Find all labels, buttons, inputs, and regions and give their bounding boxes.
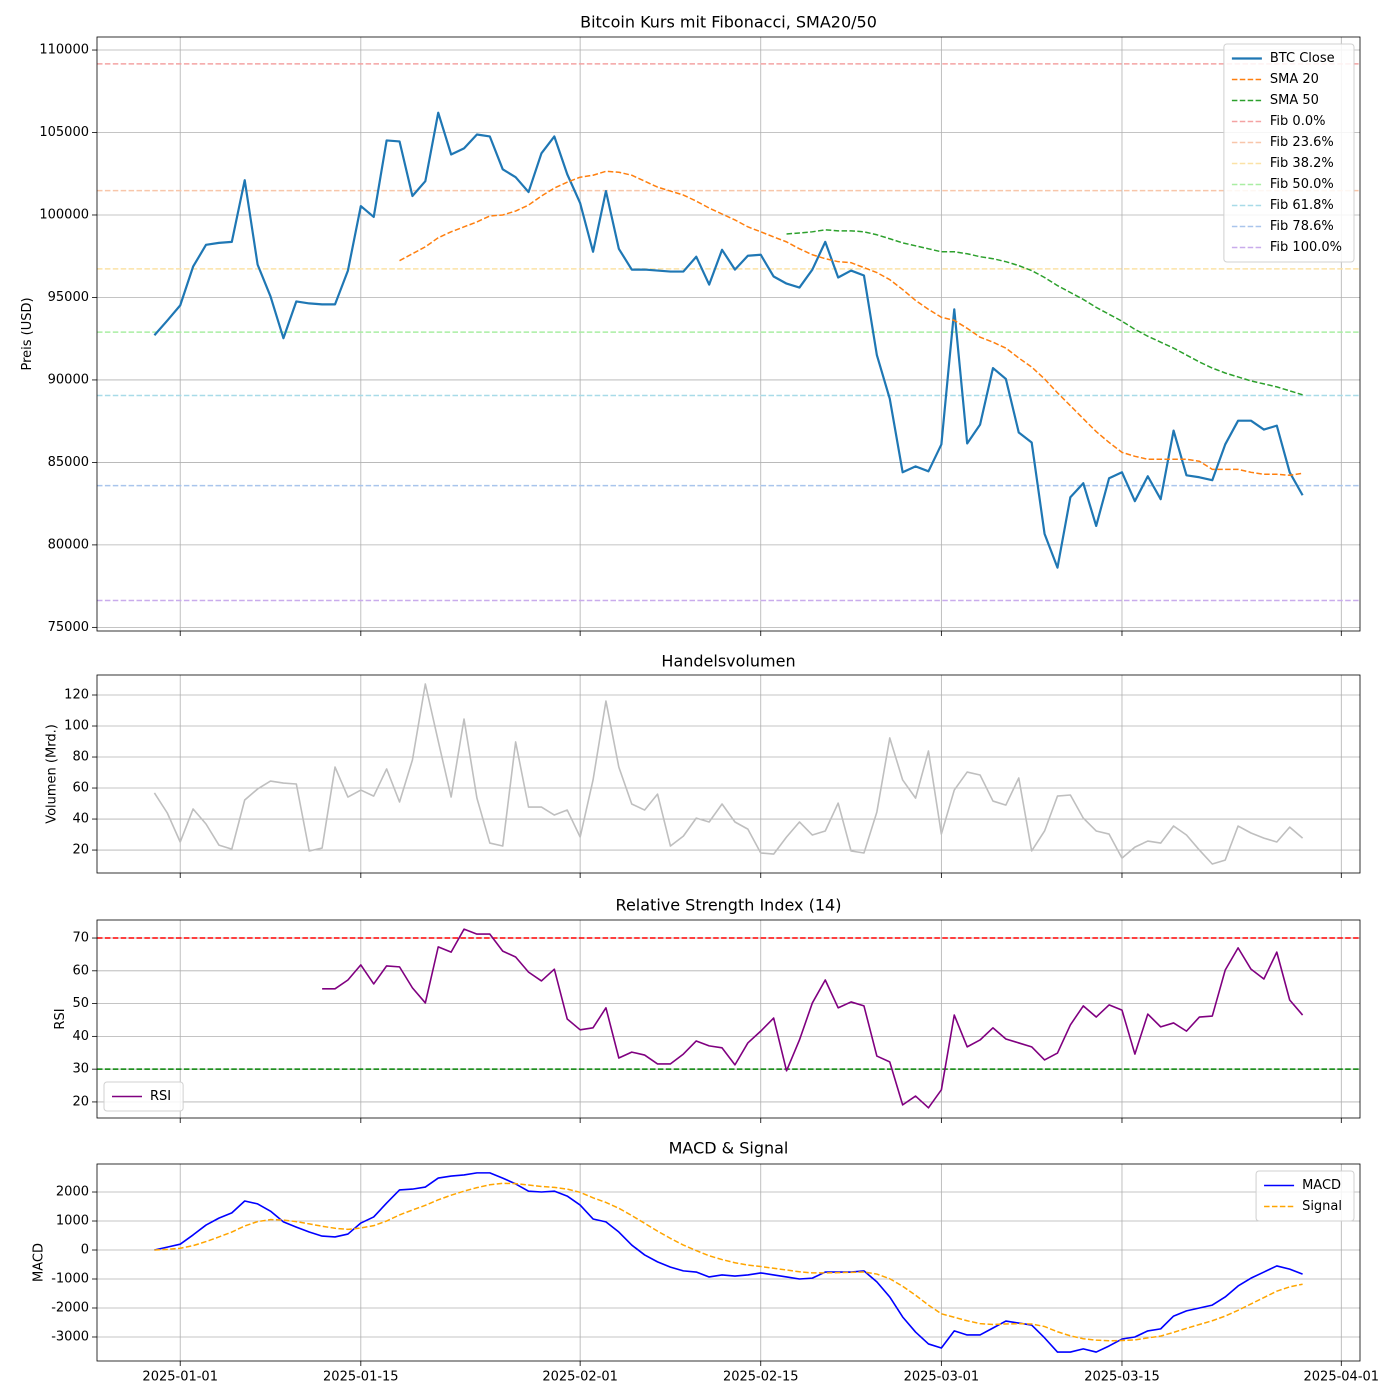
y-tick-label: 1000 (56, 1214, 89, 1229)
plot-frame (96, 674, 1361, 874)
x-tick-label: 2025-01-01 (142, 1370, 218, 1385)
legend-box (1255, 1170, 1355, 1222)
series-line (153, 111, 1304, 569)
y-tick-label: 50 (72, 996, 89, 1011)
y-tick-label: 95000 (48, 290, 89, 305)
plot-area (97, 37, 1360, 631)
legend-label: SMA 20 (1270, 72, 1319, 87)
y-tick-label: 110000 (39, 43, 89, 58)
plot-area (97, 1164, 1360, 1361)
y-axis-label: Preis (USD) (20, 297, 35, 370)
y-tick-label: 85000 (48, 455, 89, 470)
y-axis-label: Volumen (Mrd.) (45, 724, 60, 824)
y-tick-label: 0 (81, 1243, 89, 1258)
y-tick-label: 20 (72, 1094, 89, 1109)
y-tick-label: 75000 (48, 620, 89, 635)
series-line (399, 170, 1303, 477)
legend-label: Fib 38.2% (1270, 156, 1334, 171)
x-tick-label: 2025-03-15 (1084, 1370, 1160, 1385)
legend-label: MACD (1302, 1178, 1341, 1193)
legend-label: Fib 100.0% (1270, 240, 1342, 255)
x-tick-label: 2025-01-15 (323, 1370, 399, 1385)
series-line (154, 1182, 1303, 1342)
legend-box (103, 1081, 184, 1112)
legend-label: Fib 50.0% (1270, 177, 1334, 192)
chart-title: Relative Strength Index (14) (616, 896, 842, 915)
y-tick-label: 100 (64, 719, 89, 734)
y-tick-label: 90000 (48, 372, 89, 387)
chart-title: Handelsvolumen (661, 652, 795, 671)
legend-label: Fib 61.8% (1270, 198, 1334, 213)
legend-label: SMA 50 (1270, 93, 1319, 108)
plot-frame (96, 1163, 1361, 1362)
y-tick-label: 105000 (39, 125, 89, 140)
chart-title: MACD & Signal (669, 1139, 789, 1158)
series-line (786, 229, 1303, 396)
y-tick-label: 30 (72, 1062, 89, 1077)
y-tick-label: 80 (72, 750, 89, 765)
x-tick-label: 2025-02-01 (542, 1370, 618, 1385)
plot-frame (96, 919, 1361, 1119)
y-tick-label: 20 (72, 843, 89, 858)
y-axis-label: RSI (53, 1008, 68, 1029)
y-axis-label: MACD (32, 1243, 47, 1282)
legend-box (1223, 43, 1355, 263)
y-tick-label: 40 (72, 812, 89, 827)
y-tick-label: 100000 (39, 207, 89, 222)
y-tick-label: 60 (72, 963, 89, 978)
y-tick-label: 2000 (56, 1185, 89, 1200)
y-tick-label: 70 (72, 931, 89, 946)
legend-label: Fib 23.6% (1270, 135, 1334, 150)
legend-label: Fib 78.6% (1270, 219, 1334, 234)
series-line (154, 1172, 1303, 1353)
legend-label: Fib 0.0% (1270, 114, 1326, 129)
plot-frame (96, 36, 1361, 632)
legend-label: RSI (150, 1089, 171, 1104)
x-tick-label: 2025-02-15 (723, 1370, 799, 1385)
y-tick-label: 80000 (48, 537, 89, 552)
y-tick-label: -1000 (51, 1271, 89, 1286)
legend-label: BTC Close (1270, 51, 1335, 66)
x-tick-label: 2025-03-01 (904, 1370, 980, 1385)
plot-area (97, 920, 1360, 1118)
plot-area (97, 675, 1360, 873)
series-line (322, 928, 1304, 1109)
chart-title: Bitcoin Kurs mit Fibonacci, SMA20/50 (580, 13, 877, 32)
y-tick-label: -2000 (51, 1300, 89, 1315)
y-tick-label: 120 (64, 688, 89, 703)
y-tick-label: 40 (72, 1029, 89, 1044)
x-tick-label: 2025-04-01 (1304, 1370, 1380, 1385)
y-tick-label: -3000 (51, 1329, 89, 1344)
series-line (153, 683, 1304, 865)
legend-label: Signal (1302, 1199, 1342, 1214)
y-tick-label: 60 (72, 781, 89, 796)
